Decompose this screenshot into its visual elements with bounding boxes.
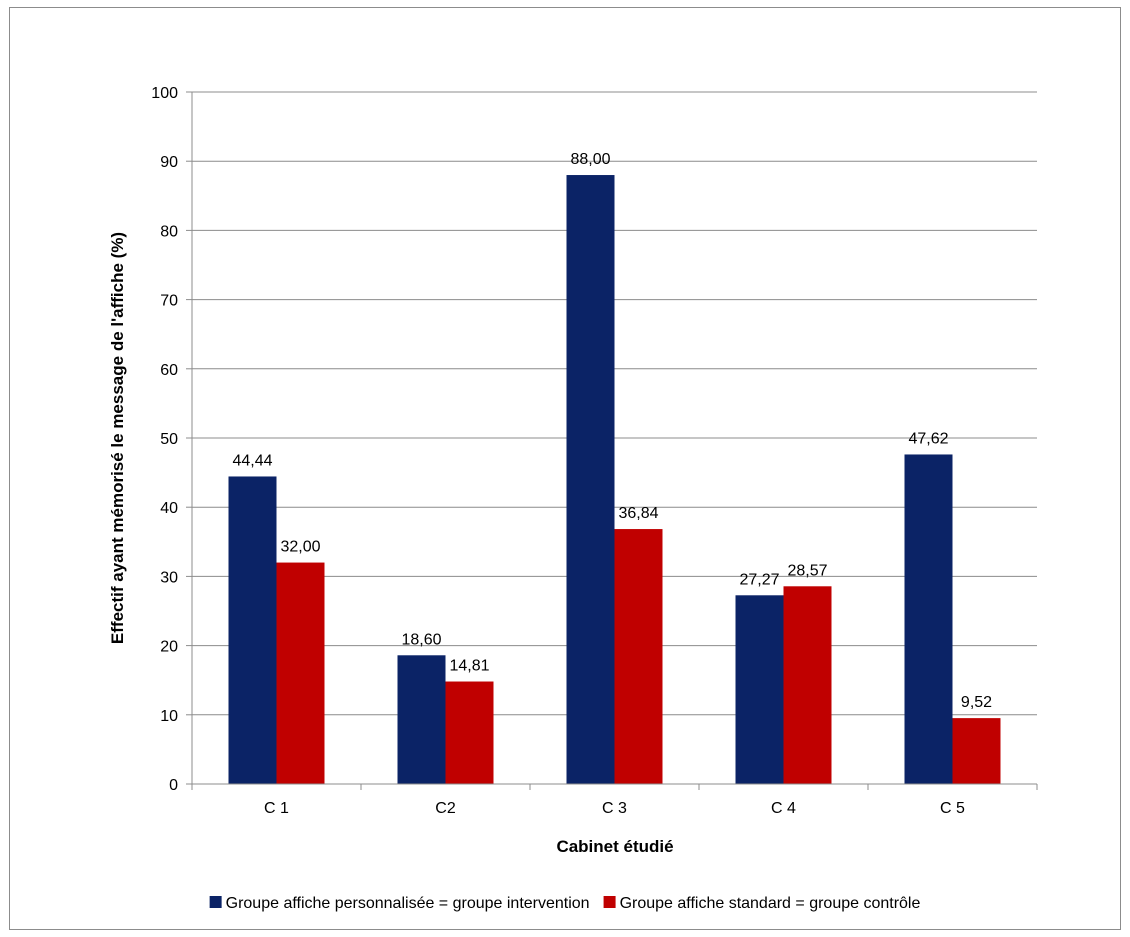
bar-series2-2 xyxy=(614,529,663,784)
x-tick-label: C 1 xyxy=(264,800,289,817)
y-tick-label: 10 xyxy=(160,708,178,725)
data-label: 32,00 xyxy=(280,539,320,556)
bars xyxy=(228,175,1001,785)
data-label: 18,60 xyxy=(401,631,441,648)
legend-label-1: Groupe affiche personnalisée = groupe in… xyxy=(226,895,590,912)
bar-series1-4 xyxy=(904,454,953,784)
legend-label-2: Groupe affiche standard = groupe contrôl… xyxy=(620,895,921,912)
x-tick-label: C 4 xyxy=(771,800,796,817)
x-tick-label: C 3 xyxy=(602,800,627,817)
x-axis-title: Cabinet étudié xyxy=(556,837,673,856)
y-tick-label: 30 xyxy=(160,569,178,586)
x-tick-label: C 5 xyxy=(940,800,965,817)
data-label: 14,81 xyxy=(449,658,489,675)
data-label: 36,84 xyxy=(618,505,658,522)
y-tick-label: 90 xyxy=(160,154,178,171)
bar-series1-1 xyxy=(397,655,446,784)
legend: Groupe affiche personnalisée = groupe in… xyxy=(209,895,921,912)
y-tick-label: 70 xyxy=(160,293,178,310)
y-tick-label: 80 xyxy=(160,223,178,240)
axes: 0 10 20 30 40 50 60 70 80 90 100 C 1 C2 C 3 C 4 C 5 xyxy=(151,85,1038,817)
data-label: 44,44 xyxy=(232,452,272,469)
data-labels: 44,44 18,60 88,00 27,27 47,62 32,00 14,81 36,84… xyxy=(232,151,992,711)
gridlines xyxy=(192,91,1037,716)
data-label: 27,27 xyxy=(739,571,779,588)
bar-series1-3 xyxy=(735,595,784,784)
legend-swatch-2 xyxy=(603,896,616,908)
data-label: 47,62 xyxy=(908,430,948,447)
x-tick-label: C2 xyxy=(435,800,456,817)
bar-series2-3 xyxy=(783,586,832,784)
y-tick-label: 20 xyxy=(160,639,178,656)
y-tick-label: 40 xyxy=(160,500,178,517)
data-label: 88,00 xyxy=(570,151,610,168)
bar-series1-0 xyxy=(228,476,277,784)
y-axis-title: Effectif ayant mémorisé le message de l'… xyxy=(108,232,127,644)
y-tick-label: 0 xyxy=(169,777,178,794)
y-tick-label: 50 xyxy=(160,431,178,448)
y-tick-label: 100 xyxy=(151,85,178,102)
bar-series2-0 xyxy=(276,562,325,784)
bar-series2-4 xyxy=(952,718,1001,784)
bar-series2-1 xyxy=(445,681,494,784)
legend-swatch-1 xyxy=(209,896,222,908)
y-tick-label: 60 xyxy=(160,362,178,379)
data-label: 9,52 xyxy=(961,694,992,711)
data-label: 28,57 xyxy=(787,562,827,579)
bar-series1-2 xyxy=(566,175,615,785)
